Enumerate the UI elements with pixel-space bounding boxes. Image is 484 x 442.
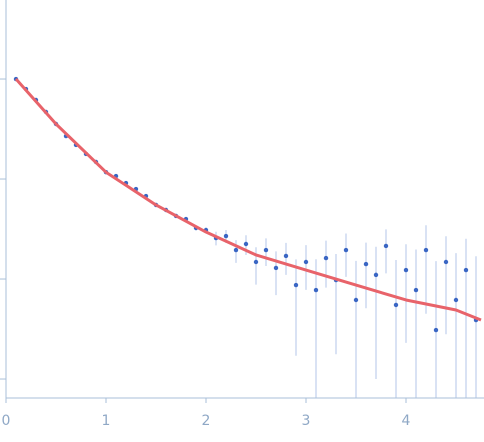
data-point xyxy=(253,259,259,265)
data-point xyxy=(273,265,279,271)
data-point xyxy=(373,272,379,278)
data-point xyxy=(433,327,439,333)
data-point xyxy=(233,247,239,253)
data-point xyxy=(293,282,299,288)
data-point xyxy=(223,233,229,239)
x-tick-label: 1 xyxy=(102,413,111,429)
data-point xyxy=(413,287,419,293)
x-tick-label: 4 xyxy=(402,413,411,429)
data-point xyxy=(243,241,249,247)
data-point xyxy=(363,261,369,267)
data-point xyxy=(403,267,409,273)
data-point xyxy=(383,243,389,249)
data-point xyxy=(423,247,429,253)
data-point xyxy=(453,297,459,303)
x-tick-label: 0 xyxy=(2,413,11,429)
plot-area xyxy=(13,76,482,398)
data-point xyxy=(323,255,329,261)
x-tick-label: 2 xyxy=(202,413,211,429)
fit-line xyxy=(14,78,482,322)
data-point xyxy=(263,247,269,253)
data-point xyxy=(353,297,359,303)
data-point xyxy=(443,259,449,265)
x-tick-label: 3 xyxy=(302,413,311,429)
data-point xyxy=(313,287,319,293)
data-point xyxy=(283,253,289,259)
data-point xyxy=(463,267,469,273)
data-point xyxy=(343,247,349,253)
data-point xyxy=(393,302,399,308)
data-point xyxy=(303,259,309,265)
